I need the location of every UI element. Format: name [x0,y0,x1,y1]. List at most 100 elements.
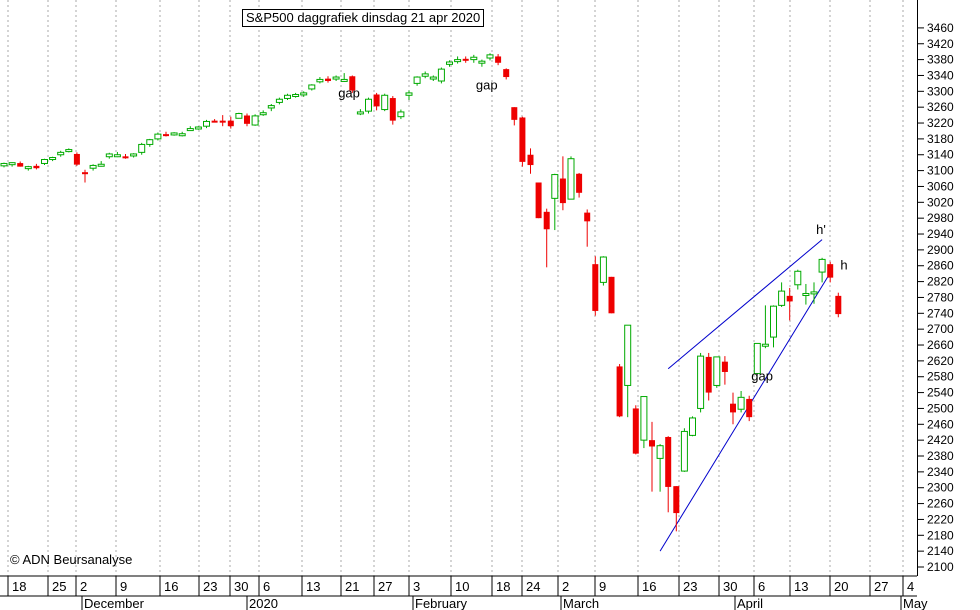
x-tick-label: 18 [496,579,510,594]
candle-body-up [437,68,445,82]
candle-body-down [163,134,169,137]
candle-body-up [0,162,8,167]
y-tick-label: 2180 [927,528,954,542]
x-tick-label: 24 [526,579,540,594]
candle-body-down [649,440,655,447]
candle-body-up [308,84,316,90]
candle-body-up [105,153,113,158]
candle-body-down [559,178,566,204]
candle-body-up [405,92,413,96]
candle-body-down [527,154,534,166]
y-tick-label: 2540 [927,386,954,400]
candle-body-down [389,98,396,121]
candle-body-down [616,366,623,417]
x-tick-label: 20 [834,579,848,594]
y-tick-label: 3140 [927,148,954,162]
candle-body-down [33,165,40,169]
candle-body-up [267,105,275,109]
month-label: February [415,596,468,610]
candle-body-down [349,76,356,91]
y-tick-label: 3220 [927,116,954,130]
candle-body-up [316,78,324,83]
candle-body-up [356,111,364,115]
x-tick-label: 13 [306,579,320,594]
candle-body-down [835,295,842,315]
candle-body-up [130,153,138,157]
x-tick-label: 3 [413,579,420,594]
candle-body-down [122,156,129,159]
y-tick-label: 2980 [927,211,954,225]
month-label: May [903,596,928,610]
candle-body-down [82,172,88,175]
candle-body-down [827,264,834,278]
candle-body-down [325,78,331,82]
y-tick-label: 2220 [927,512,954,526]
candle-body-up [770,305,777,338]
trendline [659,272,831,552]
x-tick-label: 9 [599,579,606,594]
x-tick-label: 4 [907,579,914,594]
x-tick-label: 30 [723,579,737,594]
y-tick-label: 2340 [927,465,954,479]
y-tick-label: 2460 [927,417,954,431]
candle-body-up [97,163,105,167]
candle-body-down [632,408,639,454]
candle-body-up [275,98,283,103]
trendlines [659,239,831,552]
y-tick-label: 2380 [927,449,954,463]
candle-body-up [194,126,202,130]
candle-body-up [551,174,559,199]
candle-body-up [292,93,300,97]
candle-body-up [251,115,259,126]
candle-body-up [640,396,648,441]
y-tick-label: 3060 [927,179,954,193]
candle-body-up [49,157,57,161]
candle-body-down [211,120,218,123]
candle-body-up [810,291,818,295]
candle-body-up [113,154,121,158]
candle-body-down [576,173,583,193]
y-tick-label: 2100 [927,560,954,574]
candle-body-up [421,73,429,77]
annotations: gap gap gap h' h [338,77,847,383]
y-tick-label: 2700 [927,322,954,336]
candle-body-down [786,295,793,302]
copyright-label: © ADN Beursanalyse [10,552,133,567]
y-tick-label: 3300 [927,84,954,98]
chart-grid [7,0,904,576]
candle-body-up [567,158,575,200]
candle-body-down [673,486,680,514]
candle-body-up [235,113,243,119]
candle-body-up [656,445,664,459]
month-label: 2020 [249,596,278,610]
x-tick-label: 18 [12,579,26,594]
candle-body-up [429,76,437,80]
candle-body-down [519,117,526,162]
x-tick-label: 9 [120,579,127,594]
y-tick-label: 2780 [927,290,954,304]
candle-body-up [486,54,494,59]
annotation-label: h' [816,222,826,237]
y-tick-label: 2300 [927,481,954,495]
candle-body-down [608,276,615,314]
candle-body-down [705,356,712,393]
candle-body-up [599,256,607,283]
candle-body-down [584,212,591,222]
y-tick-label: 3020 [927,195,954,209]
candle-body-up [413,76,421,84]
y-tick-label: 3460 [927,21,954,35]
candle-body-up [802,292,810,296]
candle-body-down [462,58,469,61]
candle-body-up [446,61,453,65]
y-tick-label: 2940 [927,227,954,241]
candle-body-down [495,56,502,63]
candle-body-up [340,78,348,82]
y-tick-label: 3260 [927,100,954,114]
candle-body-down [219,120,226,123]
candle-body-up [713,356,721,386]
candle-body-down [503,69,510,78]
y-tick-label: 2660 [927,338,954,352]
x-tick-label: 6 [263,579,270,594]
